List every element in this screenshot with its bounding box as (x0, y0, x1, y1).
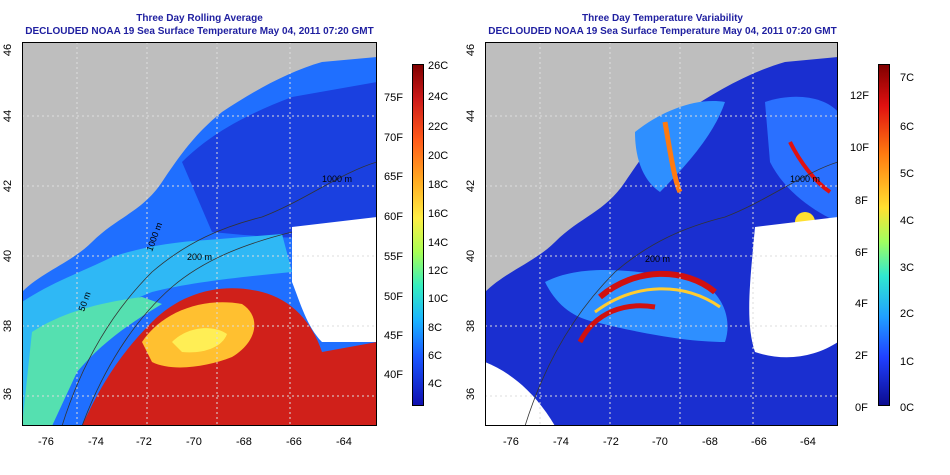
right-cbar-c-6: 2C (900, 308, 915, 320)
right-title-line2: DECLOUDED NOAA 19 Sea Surface Temperatur… (488, 26, 837, 37)
left-x-tick-7: -64 (336, 436, 352, 448)
left-y-tick-6: 36 (2, 387, 15, 401)
left-cbar-c-5: 18C (428, 179, 449, 191)
left-cbar-c-7: 14C (428, 237, 449, 249)
right-x-tick-6: -66 (751, 436, 767, 448)
left-contour-label-4: 1000 m (322, 174, 352, 184)
right-cbar-f-3: 8F (855, 195, 868, 207)
left-cbar-f-8: 40F (384, 369, 403, 381)
right-x-tick-2: -74 (553, 436, 569, 448)
right-cbar-c-7: 1C (900, 356, 915, 368)
left-x-tick-3: -72 (136, 436, 152, 448)
right-contour-label-2: 1000 m (790, 174, 820, 184)
right-cbar-c-2: 6C (900, 121, 915, 133)
right-x-tick-7: -64 (800, 436, 816, 448)
left-y-tick-1: 46 (2, 43, 15, 57)
right-cbar-f-7: 0F (855, 402, 868, 414)
left-cbar-f-5: 55F (384, 251, 403, 263)
right-cbar-c-3: 5C (900, 168, 915, 180)
right-cbar-f-6: 2F (855, 350, 868, 362)
left-cbar-c-11: 6C (428, 350, 443, 362)
left-x-tick-4: -70 (186, 436, 202, 448)
left-x-tick-1: -76 (38, 436, 54, 448)
left-cbar-c-6: 16C (428, 208, 449, 220)
left-cbar-c-8: 12C (428, 265, 449, 277)
right-cbar-f-4: 6F (855, 247, 868, 259)
right-x-tick-3: -72 (603, 436, 619, 448)
right-y-tick-6: 36 (465, 387, 478, 401)
left-cbar-f-2: 70F (384, 132, 403, 144)
right-title-line1: Three Day Temperature Variability (582, 13, 743, 24)
left-y-tick-4: 40 (2, 249, 15, 263)
right-x-tick-1: -76 (503, 436, 519, 448)
right-cbar-f-2: 10F (850, 142, 869, 154)
right-cbar-c-5: 3C (900, 262, 915, 274)
left-title-line2: DECLOUDED NOAA 19 Sea Surface Temperatur… (25, 26, 374, 37)
left-cbar-c-12: 4C (428, 378, 443, 390)
right-y-tick-1: 46 (465, 43, 478, 57)
left-sst-map: 1000 m 200 m 50 m 1000 m (22, 42, 377, 426)
left-x-tick-6: -66 (286, 436, 302, 448)
left-cbar-c-9: 10C (428, 293, 449, 305)
left-x-tick-5: -68 (236, 436, 252, 448)
left-y-tick-3: 42 (2, 179, 15, 193)
right-colorbar (878, 64, 890, 406)
right-variability-map: 200 m 1000 m (485, 42, 838, 426)
right-y-tick-4: 40 (465, 249, 478, 263)
left-cbar-f-6: 50F (384, 291, 403, 303)
left-cbar-f-1: 75F (384, 92, 403, 104)
right-cbar-f-1: 12F (850, 90, 869, 102)
left-y-tick-5: 38 (2, 319, 15, 333)
left-y-tick-2: 44 (2, 109, 15, 123)
left-cbar-c-2: 24C (428, 91, 449, 103)
right-y-tick-5: 38 (465, 319, 478, 333)
right-x-tick-5: -68 (702, 436, 718, 448)
right-cbar-c-1: 7C (900, 72, 915, 84)
right-x-tick-4: -70 (652, 436, 668, 448)
left-cbar-f-4: 60F (384, 211, 403, 223)
left-contour-label-2: 200 m (187, 252, 212, 262)
left-cbar-c-10: 8C (428, 322, 443, 334)
right-cbar-f-5: 4F (855, 298, 868, 310)
left-colorbar (412, 64, 424, 406)
left-title-line1: Three Day Rolling Average (136, 13, 263, 24)
left-cbar-c-4: 20C (428, 150, 449, 162)
left-cbar-f-3: 65F (384, 171, 403, 183)
right-y-tick-3: 42 (465, 179, 478, 193)
left-cbar-c-3: 22C (428, 121, 449, 133)
left-cbar-c-1: 26C (428, 60, 449, 72)
right-y-tick-2: 44 (465, 109, 478, 123)
right-cbar-c-8: 0C (900, 402, 915, 414)
left-x-tick-2: -74 (88, 436, 104, 448)
right-cbar-c-4: 4C (900, 215, 915, 227)
left-cbar-f-7: 45F (384, 330, 403, 342)
right-contour-label-1: 200 m (645, 254, 670, 264)
